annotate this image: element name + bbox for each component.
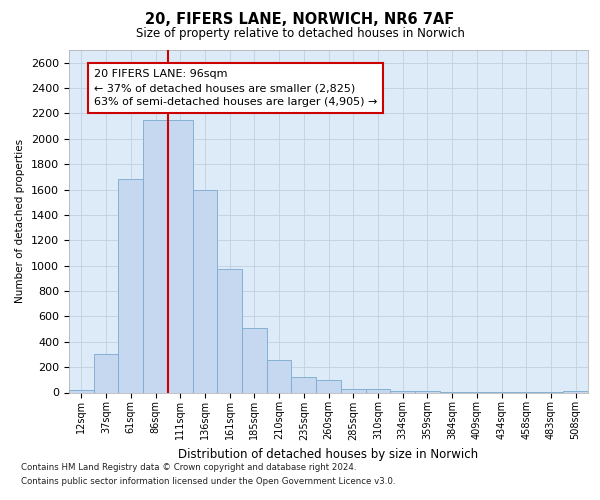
Text: 20, FIFERS LANE, NORWICH, NR6 7AF: 20, FIFERS LANE, NORWICH, NR6 7AF: [145, 12, 455, 28]
Text: Contains public sector information licensed under the Open Government Licence v3: Contains public sector information licen…: [21, 478, 395, 486]
Bar: [267, 360, 292, 392]
Text: Contains HM Land Registry data © Crown copyright and database right 2024.: Contains HM Land Registry data © Crown c…: [21, 462, 356, 471]
Y-axis label: Number of detached properties: Number of detached properties: [16, 139, 25, 304]
Bar: [341, 388, 365, 392]
Bar: [390, 391, 415, 392]
Bar: [415, 391, 440, 392]
Bar: [217, 269, 242, 392]
Bar: [242, 328, 267, 392]
Text: 20 FIFERS LANE: 96sqm
← 37% of detached houses are smaller (2,825)
63% of semi-d: 20 FIFERS LANE: 96sqm ← 37% of detached …: [94, 69, 377, 107]
Bar: [193, 190, 217, 392]
Bar: [316, 380, 341, 392]
Bar: [69, 390, 94, 392]
Bar: [143, 120, 168, 392]
Bar: [365, 390, 390, 392]
Bar: [94, 354, 118, 393]
X-axis label: Distribution of detached houses by size in Norwich: Distribution of detached houses by size …: [178, 448, 479, 461]
Bar: [168, 120, 193, 392]
Bar: [292, 378, 316, 392]
Text: Size of property relative to detached houses in Norwich: Size of property relative to detached ho…: [136, 28, 464, 40]
Bar: [563, 390, 588, 392]
Bar: [118, 180, 143, 392]
